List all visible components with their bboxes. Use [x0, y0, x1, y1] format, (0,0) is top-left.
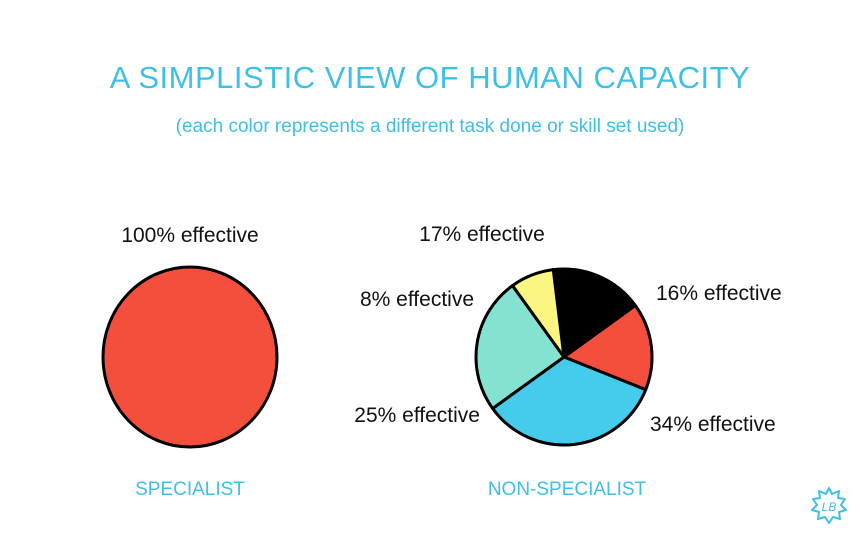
- lb-logo-icon: LB: [811, 487, 847, 524]
- specialist-pie: [101, 265, 279, 449]
- label-34-effective: 34% effective: [650, 413, 776, 436]
- pie-slice-0-0: [101, 265, 279, 449]
- pie-slice-1-0: [551, 267, 637, 359]
- label-8-effective: 8% effective: [360, 288, 474, 311]
- label-25-effective: 25% effective: [354, 404, 480, 427]
- label-17-effective: 17% effective: [419, 223, 545, 246]
- pie-slice-1-2: [491, 355, 648, 447]
- pie-slice-1-4: [511, 268, 566, 359]
- caption-non-specialist: NON-SPECIALIST: [488, 479, 647, 500]
- pie-slice-1-3: [474, 284, 566, 410]
- chart-title: A SIMPLISTIC VIEW OF HUMAN CAPACITY: [109, 60, 751, 95]
- pie-slice-1-1: [562, 304, 654, 392]
- caption-specialist: SPECIALIST: [135, 479, 245, 500]
- non-specialist-pie: [474, 267, 654, 447]
- label-16-effective: 16% effective: [656, 282, 782, 305]
- label-specialist-100: 100% effective: [121, 224, 258, 247]
- chart-subtitle: (each color represents a different task …: [175, 116, 685, 137]
- svg-text:LB: LB: [822, 500, 837, 514]
